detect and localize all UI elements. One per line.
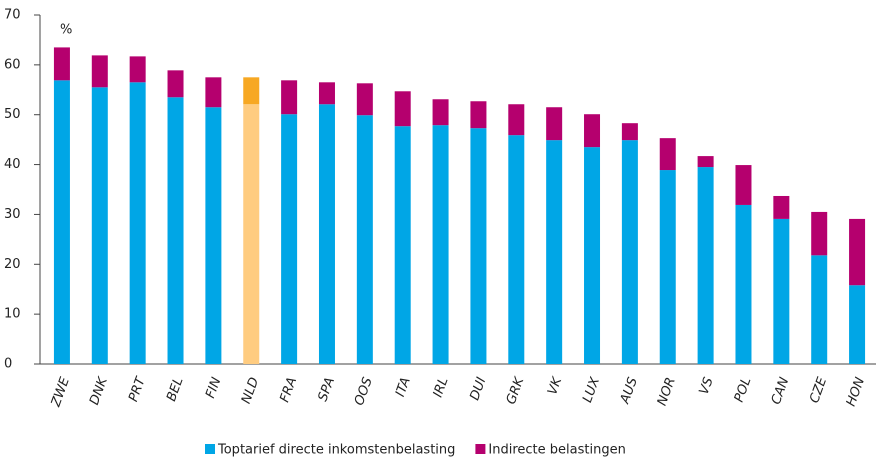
bar-segment <box>773 195 790 219</box>
bar-segment <box>167 70 184 98</box>
x-tick-label: HON <box>844 375 868 408</box>
bar-segment <box>205 77 222 108</box>
bar-segment <box>394 126 411 364</box>
x-tick-label: LUX <box>580 374 603 404</box>
bar-segment <box>697 167 714 364</box>
bar-segment <box>697 156 714 168</box>
x-tick-label: NOR <box>655 375 679 407</box>
x-tick-label: GRK <box>504 374 528 406</box>
bar-segment <box>356 83 373 116</box>
bar-segment <box>432 125 449 364</box>
bar-segment <box>53 47 70 81</box>
legend-label: Indirecte belastingen <box>488 443 625 458</box>
bar-segment <box>318 82 335 105</box>
bar-segment <box>735 204 752 364</box>
bar-segment <box>470 101 487 129</box>
x-tick-label: NLD <box>239 375 262 405</box>
bar-segment <box>773 218 790 364</box>
x-tick-label: SPA <box>316 375 338 403</box>
x-tick-label: ITA <box>393 375 414 398</box>
bar-segment <box>811 211 828 256</box>
bar-segment <box>129 82 146 365</box>
bar-segment <box>849 285 866 364</box>
bar-segment <box>281 80 298 115</box>
bar-segment <box>621 123 638 141</box>
y-tick-label: 70 <box>4 8 21 23</box>
legend-swatch <box>205 444 215 454</box>
bar-segment <box>205 107 222 364</box>
bar-segment <box>470 128 487 364</box>
bar-segment <box>659 138 676 171</box>
bar-segment <box>432 99 449 126</box>
x-tick-label: PRT <box>126 374 149 403</box>
bar-segment <box>546 140 563 364</box>
bar-segment <box>91 55 108 88</box>
x-tick-label: CZE <box>807 375 830 405</box>
bar-segment <box>508 135 525 364</box>
bar-segment <box>584 114 601 148</box>
bar-segment <box>735 165 752 205</box>
bar-segment <box>356 115 373 364</box>
y-tick-label: 10 <box>4 307 21 322</box>
x-tick-label: VS <box>697 375 717 396</box>
bar-segment <box>281 114 298 364</box>
x-tick-label: AUS <box>617 375 641 406</box>
x-tick-label: ZWE <box>48 375 73 410</box>
y-tick-label: 30 <box>4 207 21 222</box>
legend-swatch <box>475 444 486 454</box>
y-tick-label: 0 <box>4 357 12 372</box>
x-tick-label: IRL <box>431 375 452 399</box>
y-tick-label: 50 <box>4 107 21 122</box>
x-tick-label: DNK <box>87 374 111 407</box>
bar-segment <box>394 91 411 127</box>
x-tick-label: OOS <box>352 375 376 407</box>
x-tick-label: POL <box>732 375 755 404</box>
x-tick-label: CAN <box>769 375 793 406</box>
bar-segment <box>659 170 676 364</box>
bar-segment <box>318 104 335 364</box>
bar-segment <box>129 56 146 83</box>
y-tick-label: 40 <box>4 157 21 172</box>
x-tick-label: DUI <box>467 375 489 402</box>
bar-segment <box>91 87 108 365</box>
bar-segment <box>243 77 260 105</box>
bar-segment <box>243 104 260 364</box>
legend-label: Toptarief directe inkomstenbelasting <box>217 443 455 458</box>
bar-segment <box>584 147 601 364</box>
unit-label: % <box>60 23 72 38</box>
bar-segment <box>508 104 525 136</box>
x-tick-label: VK <box>545 374 566 397</box>
x-tick-label: BEL <box>164 375 186 403</box>
bar-segment <box>849 218 866 286</box>
bar-segment <box>546 107 563 141</box>
bar-segment <box>53 80 70 364</box>
y-tick-label: 20 <box>4 257 21 272</box>
bar-segment <box>621 140 638 364</box>
bar-segment <box>811 255 828 364</box>
x-tick-label: FIN <box>203 375 224 400</box>
x-tick-label: FRA <box>277 375 300 404</box>
bar-segment <box>167 97 184 364</box>
y-tick-label: 60 <box>4 57 21 72</box>
